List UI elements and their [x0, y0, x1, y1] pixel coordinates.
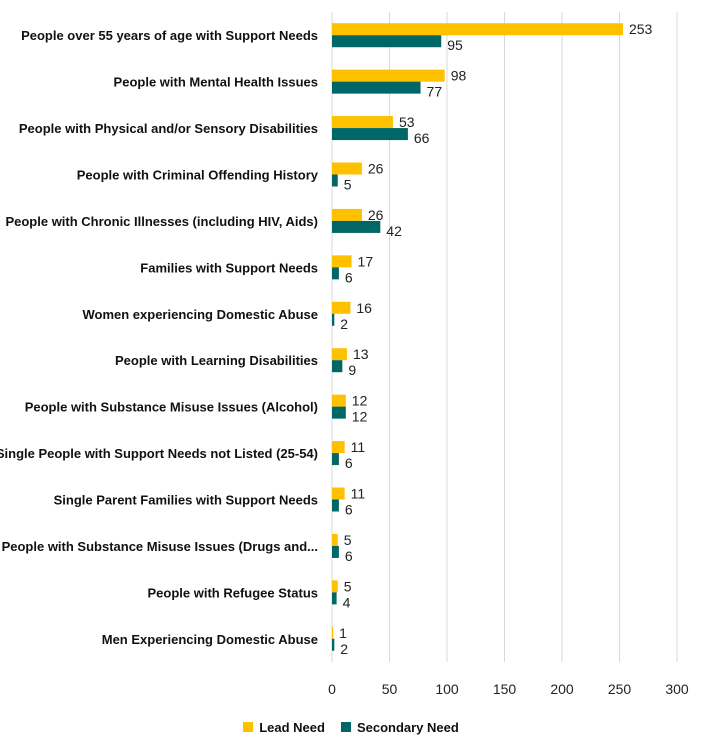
bar-lead-need: [332, 626, 334, 639]
data-label-secondary-need: 77: [427, 84, 443, 100]
category-label: People with Substance Misuse Issues (Dru…: [2, 539, 318, 554]
bar-lead-need: [332, 208, 362, 221]
data-label-secondary-need: 5: [344, 177, 352, 193]
data-label-lead-need: 1: [339, 625, 347, 641]
category-label: Families with Support Needs: [140, 260, 318, 275]
category-label: Women experiencing Domestic Abuse: [82, 307, 318, 322]
category-label: People with Criminal Offending History: [77, 168, 319, 183]
labels: 0 50 100 150 200 250 300 People over 55 years o…: [0, 21, 689, 697]
bar-secondary-need: [332, 128, 408, 141]
bar-secondary-need: [332, 360, 343, 373]
bar-secondary-need: [332, 220, 381, 233]
bar-secondary-need: [332, 406, 346, 419]
bar-secondary-need: [332, 453, 339, 466]
bar-lead-need: [332, 23, 623, 36]
bar-lead-need: [332, 348, 347, 361]
data-label-lead-need: 12: [352, 393, 368, 409]
legend-swatch-lead-need: [243, 722, 254, 732]
category-label: People over 55 years of age with Support…: [21, 28, 318, 43]
bar-lead-need: [332, 301, 351, 314]
category-label: People with Learning Disabilities: [115, 353, 318, 368]
bars: [332, 23, 623, 651]
bar-chart: 0 50 100 150 200 250 300 People over 55 years o…: [0, 12, 689, 697]
bar-lead-need: [332, 255, 352, 268]
data-label-secondary-need: 6: [345, 455, 353, 471]
data-label-secondary-need: 2: [340, 641, 348, 657]
data-label-lead-need: 53: [399, 114, 415, 130]
data-label-secondary-need: 66: [414, 130, 430, 146]
data-label-lead-need: 16: [356, 300, 372, 316]
data-label-secondary-need: 6: [345, 502, 353, 518]
data-label-secondary-need: 42: [386, 223, 402, 239]
data-label-lead-need: 17: [358, 253, 374, 269]
bar-secondary-need: [332, 174, 338, 187]
data-label-secondary-need: 12: [352, 409, 368, 425]
bar-secondary-need: [332, 313, 335, 326]
legend: Lead Need Secondary Need: [0, 716, 702, 738]
bar-lead-need: [332, 487, 345, 500]
data-label-secondary-need: 95: [447, 37, 463, 53]
data-label-lead-need: 253: [629, 21, 653, 37]
data-label-lead-need: 98: [451, 68, 467, 84]
bar-lead-need: [332, 116, 393, 129]
category-label: Single Parent Families with Support Need…: [54, 493, 318, 508]
bar-secondary-need: [332, 592, 337, 605]
category-label: People with Substance Misuse Issues (Alc…: [25, 400, 318, 415]
x-tick-label: 200: [550, 681, 574, 697]
data-label-secondary-need: 6: [345, 548, 353, 564]
x-tick-label: 0: [328, 681, 336, 697]
data-label-lead-need: 5: [344, 532, 352, 548]
legend-item-lead-need: Lead Need: [243, 720, 325, 735]
x-tick-label: 250: [608, 681, 632, 697]
category-label: Men Experiencing Domestic Abuse: [102, 632, 318, 647]
bar-lead-need: [332, 162, 362, 175]
bar-secondary-need: [332, 499, 339, 512]
category-label: Single People with Support Needs not Lis…: [0, 446, 318, 461]
data-label-secondary-need: 9: [348, 362, 356, 378]
category-label: People with Mental Health Issues: [114, 75, 318, 90]
bar-secondary-need: [332, 81, 421, 94]
bar-lead-need: [332, 69, 445, 82]
bar-secondary-need: [332, 638, 335, 651]
bar-secondary-need: [332, 545, 339, 558]
category-label: People with Refugee Status: [148, 585, 318, 600]
category-label: People with Chronic Illnesses (including…: [5, 214, 318, 229]
data-label-lead-need: 5: [344, 578, 352, 594]
x-tick-label: 150: [493, 681, 517, 697]
bar-lead-need: [332, 441, 345, 454]
data-label-secondary-need: 6: [345, 269, 353, 285]
x-tick-label: 100: [435, 681, 459, 697]
category-label: People with Physical and/or Sensory Disa…: [19, 121, 318, 136]
data-label-lead-need: 11: [351, 486, 366, 502]
data-label-lead-need: 13: [353, 346, 369, 362]
data-label-lead-need: 11: [351, 439, 366, 455]
legend-label-lead-need: Lead Need: [259, 719, 325, 735]
data-label-lead-need: 26: [368, 207, 384, 223]
bar-lead-need: [332, 394, 346, 407]
data-label-secondary-need: 2: [340, 316, 348, 332]
x-tick-label: 300: [665, 681, 689, 697]
bar-secondary-need: [332, 267, 339, 280]
legend-label-secondary-need: Secondary Need: [356, 719, 459, 735]
legend-swatch-secondary-need: [340, 722, 351, 732]
bar-lead-need: [332, 533, 338, 546]
legend-item-secondary-need: Secondary Need: [340, 719, 459, 735]
bar-secondary-need: [332, 35, 442, 48]
gridlines: [331, 12, 678, 662]
data-label-lead-need: 26: [368, 161, 384, 177]
x-tick-label: 50: [382, 681, 398, 697]
data-label-secondary-need: 4: [343, 594, 351, 610]
bar-lead-need: [332, 580, 338, 593]
